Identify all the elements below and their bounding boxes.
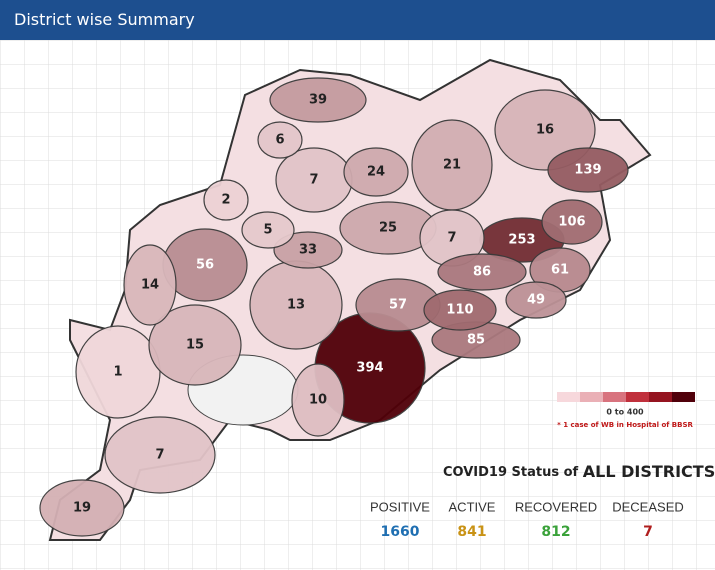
district: [541, 199, 603, 245]
district-value: 2: [221, 193, 230, 208]
legend-swatch: [626, 392, 649, 402]
district: [343, 147, 409, 197]
district-value: 19: [73, 501, 91, 516]
legend-swatch: [580, 392, 603, 402]
district-value: 61: [551, 263, 569, 278]
status-label: DECEASED: [612, 499, 684, 514]
district: [437, 253, 527, 291]
legend-swatch: [649, 392, 672, 402]
district-value: 24: [367, 165, 385, 180]
district-value: 21: [443, 158, 461, 173]
district: [505, 281, 567, 319]
status-label: POSITIVE: [370, 499, 430, 514]
district-value: 16: [536, 123, 554, 138]
district: [148, 304, 242, 386]
legend-swatch: [603, 392, 626, 402]
district: [104, 416, 216, 494]
status-label: ACTIVE: [449, 499, 496, 514]
status-title: COVID19 Status of ALL DISTRICTS: [443, 462, 715, 481]
header-bar: District wise Summary: [0, 0, 715, 40]
district-value: 14: [141, 278, 159, 293]
status-value: 1660: [381, 524, 420, 540]
district: [123, 244, 177, 326]
district: [203, 179, 249, 221]
district-value: 139: [574, 163, 601, 178]
district-value: 85: [467, 333, 485, 348]
legend-note: * 1 case of WB in Hospital of BBSR: [557, 421, 693, 429]
district-value: 1: [113, 365, 122, 380]
district: [269, 77, 367, 123]
district-value: 253: [508, 233, 535, 248]
district-value: 5: [263, 223, 272, 238]
district-value: 39: [309, 93, 327, 108]
district-value: 49: [527, 293, 545, 308]
legend-label: 0 to 400: [606, 408, 644, 417]
legend-swatch: [672, 392, 695, 402]
district: [547, 147, 629, 193]
status-panel: POSITIVE 1660 ACTIVE 841 RECOVERED 812 DECEASE…: [370, 499, 684, 540]
status-value: 812: [541, 524, 570, 540]
district-value: 15: [186, 338, 204, 353]
district: [273, 231, 343, 269]
district-value: 6: [275, 133, 284, 148]
district-value: 110: [446, 303, 473, 318]
header-title: District wise Summary: [14, 10, 195, 29]
district-value: 56: [196, 258, 214, 273]
district-value: 7: [447, 231, 456, 246]
district-value: 10: [309, 393, 327, 408]
district-value: 57: [389, 298, 407, 313]
legend: 0 to 400 * 1 case of WB in Hospital of B…: [557, 392, 695, 429]
district: [241, 211, 295, 249]
district: [423, 289, 497, 331]
district: [291, 363, 345, 437]
district-value: 106: [558, 215, 585, 230]
district: [257, 121, 303, 159]
status-title-emphasis: ALL DISTRICTS: [583, 462, 715, 481]
district-value: 25: [379, 221, 397, 236]
legend-swatch: [557, 392, 580, 402]
district-value: 7: [155, 448, 164, 463]
status-label: RECOVERED: [515, 499, 597, 514]
district-value: 33: [299, 243, 317, 258]
status-value: 7: [643, 524, 653, 540]
district: [75, 325, 161, 419]
status-value: 841: [457, 524, 486, 540]
district-value: 86: [473, 265, 491, 280]
district-value: 7: [309, 173, 318, 188]
status-title-prefix: COVID19 Status of: [443, 465, 579, 480]
district: [39, 479, 125, 537]
district-value: 13: [287, 298, 305, 313]
district-value: 394: [356, 361, 383, 376]
